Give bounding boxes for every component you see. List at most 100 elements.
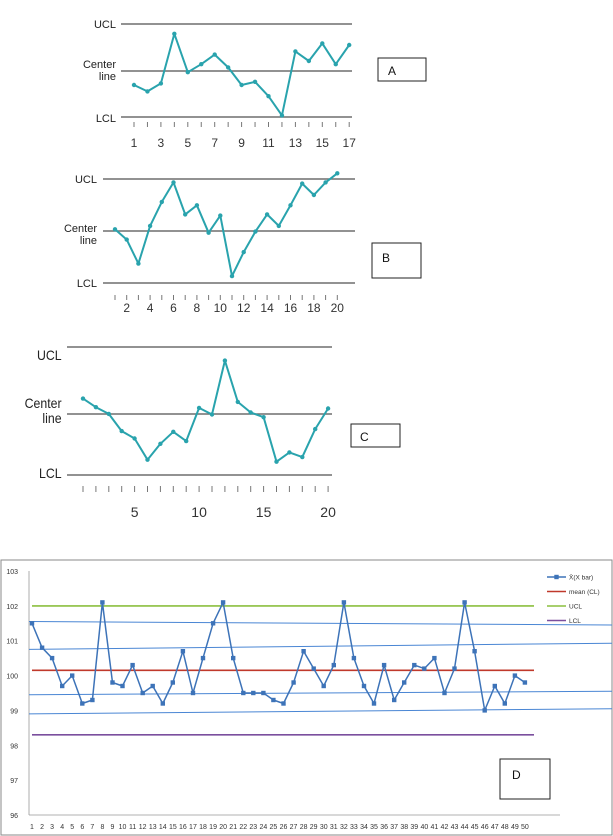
chart-b-xtick-label: 14 <box>260 301 274 315</box>
chart-d-xtick-label: 20 <box>219 824 227 831</box>
chart-d-xtick-label: 2 <box>40 824 44 831</box>
chart-b-point <box>194 203 200 208</box>
chart-a-point <box>347 42 352 48</box>
chart-d-ytick-label: 97 <box>10 778 18 785</box>
chart-a-point <box>225 65 231 70</box>
chart-d-xbar-point <box>271 697 276 703</box>
chart-d-xtick-label: 42 <box>441 824 449 831</box>
chart-b-lcl-label: LCL <box>77 278 97 290</box>
label-box-c: C <box>350 423 401 448</box>
chart-c-point <box>222 358 228 363</box>
chart-b-point <box>241 249 246 255</box>
chart-c-point <box>235 399 240 405</box>
chart-b-point <box>288 203 293 208</box>
chart-d-xbar-point <box>261 690 266 696</box>
chart-d-xbar-point <box>80 701 85 706</box>
chart-d-ytick-label: 96 <box>10 813 18 820</box>
chart-b-series-line <box>114 172 338 278</box>
chart-d-xbar-point <box>311 666 316 671</box>
chart-d-xtick-label: 28 <box>300 824 308 831</box>
chart-a-xtick-label: 1 <box>131 136 138 150</box>
chart-d-xtick-label: 33 <box>350 824 358 831</box>
chart-a-xtick-label: 15 <box>316 136 330 150</box>
chart-d-xtick-label: 36 <box>380 824 388 831</box>
chart-d-xtick-label: 48 <box>501 824 509 831</box>
chart-b-xtick-label: 18 <box>307 301 321 315</box>
chart-d-xbar-point <box>412 662 417 668</box>
chart-d-xbar-point <box>70 673 75 678</box>
chart-a-xtick-label: 5 <box>184 136 191 150</box>
chart-d-xbar-point <box>281 701 286 706</box>
chart-d-xbar-point <box>452 666 457 671</box>
chart-b-xtick-label: 6 <box>170 301 177 315</box>
chart-a-xtick-label: 3 <box>158 136 165 150</box>
chart-b-xtick-label: 8 <box>194 301 201 315</box>
chart-c-center-label: Center line <box>25 395 63 426</box>
chart-b-point <box>183 212 188 217</box>
chart-d-xtick-label: 23 <box>249 824 257 831</box>
chart-d-xtick-label: 12 <box>139 824 147 831</box>
chart-c-xtick-label: 10 <box>191 504 207 520</box>
chart-c-point <box>119 428 124 434</box>
chart-b-point <box>171 180 176 185</box>
chart-a-point <box>320 41 325 46</box>
chart-d-xtick-label: 25 <box>270 824 278 831</box>
chart-a-xtick-label: 9 <box>238 136 245 150</box>
chart-b-point <box>276 223 281 229</box>
chart-d-xbar-point <box>522 680 528 685</box>
chart-a-point <box>293 49 298 54</box>
chart-a-point <box>212 52 217 57</box>
chart-d-xbar-point <box>140 690 145 696</box>
chart-d-legend-label: X̄(X bar) <box>569 574 593 582</box>
chart-d-xbar-point <box>39 645 45 650</box>
chart-d-xbar-point <box>351 655 357 661</box>
chart-d-xbar-point <box>241 690 246 696</box>
chart-c-point <box>313 426 318 432</box>
chart-b-point <box>323 180 328 185</box>
chart-d-xbar-point <box>231 655 236 661</box>
chart-d-xtick-label: 19 <box>209 824 217 831</box>
chart-c: UCL Center line LCL 5 10 15 20 <box>25 346 336 520</box>
chart-b-point <box>147 223 153 229</box>
chart-c-xtick-label: 5 <box>131 504 139 520</box>
chart-d-xtick-label: 45 <box>471 824 479 831</box>
chart-d-xbar-point <box>371 701 377 706</box>
chart-d-xtick-label: 34 <box>360 824 368 831</box>
chart-d-xtick-label: 30 <box>320 824 328 831</box>
chart-a-point <box>279 113 285 118</box>
chart-b-ucl-label: UCL <box>75 174 97 186</box>
chart-b-point <box>311 192 317 198</box>
chart-c-point <box>300 454 305 460</box>
chart-a-center-label: Center line <box>83 59 116 83</box>
chart-a-xtick-label: 17 <box>343 136 357 150</box>
chart-c-point <box>287 450 292 455</box>
chart-d-ytick-label: 101 <box>6 639 18 646</box>
label-box-b: B <box>371 242 422 279</box>
chart-d-xtick-label: 47 <box>491 824 499 831</box>
chart-d-xbar-point <box>422 666 427 671</box>
chart-c-point <box>325 406 331 411</box>
chart-d-xbar-point <box>150 683 155 689</box>
chart-c-ucl-label: UCL <box>37 347 62 363</box>
chart-d-xtick-label: 18 <box>199 824 207 831</box>
chart-d-legend-label: mean (CL) <box>569 589 600 596</box>
chart-d-xtick-label: 29 <box>310 824 318 831</box>
chart-b-point <box>124 237 129 242</box>
chart-d-xbar-point <box>210 621 216 626</box>
chart-d-legend-label: LCL <box>569 618 581 625</box>
chart-a-point <box>199 61 204 67</box>
label-d-text: D <box>512 768 521 782</box>
chart-d-xtick-label: 22 <box>239 824 247 831</box>
chart-a-point <box>158 81 164 86</box>
chart-b-point <box>159 199 164 205</box>
chart-c-xtick-label: 20 <box>320 504 336 520</box>
chart-d-xtick-label: 6 <box>80 824 84 831</box>
chart-d-xbar-point <box>200 655 206 661</box>
chart-d-xbar-point <box>220 600 226 605</box>
chart-b-xtick-label: 10 <box>214 301 228 315</box>
chart-d-xtick-label: 31 <box>330 824 338 831</box>
chart-d-xtick-label: 50 <box>521 824 529 831</box>
chart-a-point <box>266 94 271 99</box>
chart-c-point <box>80 396 86 401</box>
